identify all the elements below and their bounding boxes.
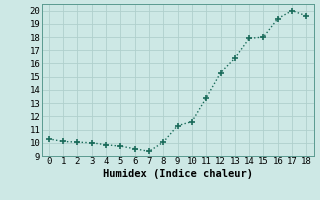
X-axis label: Humidex (Indice chaleur): Humidex (Indice chaleur)	[103, 169, 252, 179]
